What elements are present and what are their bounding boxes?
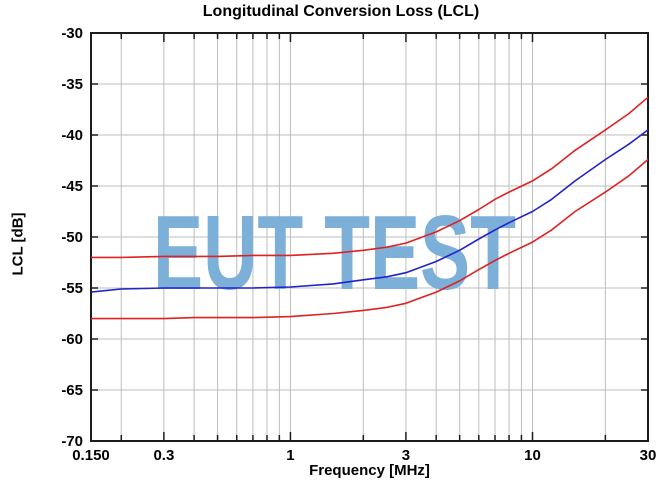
y-tick-label: -65 [61,382,83,399]
y-tick-label: -30 [61,25,83,42]
x-tick-label: 1 [286,447,294,464]
curve-lower-limit [91,158,649,320]
x-tick-label: 3 [402,447,410,464]
y-tick-label: -55 [61,280,83,297]
x-tick-label: 10 [524,447,541,464]
axis-ticks [91,33,648,441]
y-tick-label: -35 [61,76,83,93]
x-tick-label: 0.150 [72,447,110,464]
chart-title: Longitudinal Conversion Loss (LCL) [202,3,480,20]
y-tick-label: -45 [61,178,83,195]
y-tick-label: -60 [61,331,83,348]
tick-labels: -30 -35 -40 -45 -50 -55 -60 -65 -700.150 0.3 1 3 10 3… [61,25,656,464]
x-tick-label: 0.3 [153,447,174,464]
x-axis-title: Frequency [MHz] [309,462,430,479]
y-tick-label: -50 [61,229,83,246]
gridlines [91,33,648,441]
x-tick-label: 30 [640,447,657,464]
y-tick-label: -40 [61,127,83,144]
curve-upper-limit [91,96,649,259]
data-curves [90,96,649,320]
curve-measured-lcl [90,129,649,293]
y-tick-label: -70 [61,433,83,450]
